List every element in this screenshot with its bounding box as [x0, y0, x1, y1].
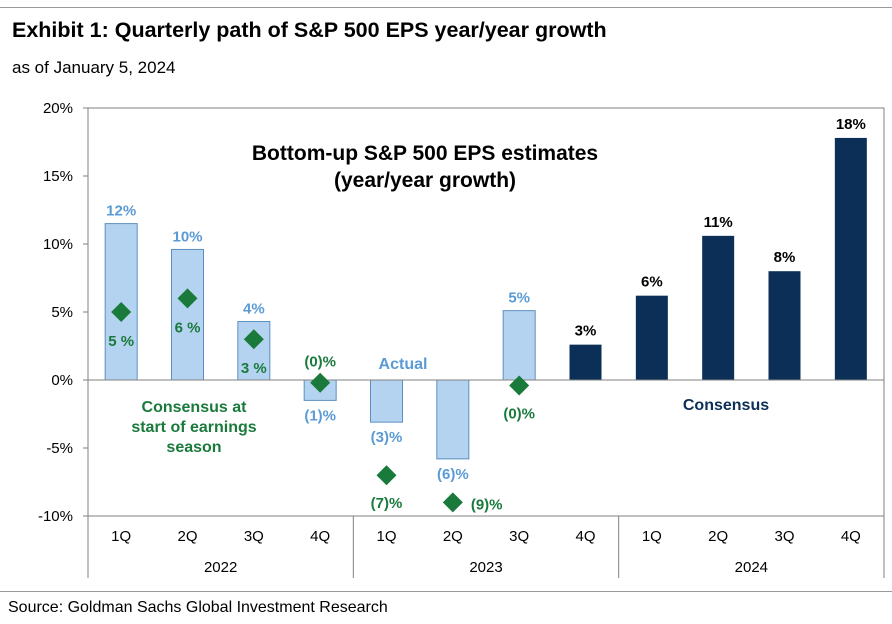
- y-tick-label: 0%: [51, 372, 73, 389]
- x-tick-label: 1Q: [376, 528, 396, 545]
- x-group-label: 2022: [204, 559, 237, 576]
- consensus-bar: [569, 344, 602, 380]
- consensus-start-annotation: Consensus at start of earnings season: [131, 399, 256, 456]
- actual-bar-label: 10%: [172, 228, 202, 245]
- consensus-bar-label: 18%: [836, 116, 866, 133]
- actual-bar-label: 5%: [508, 290, 530, 307]
- consensus-start-label: 3 %: [241, 360, 267, 377]
- consensus-start-diamond: [442, 492, 463, 513]
- x-group-label: 2023: [469, 559, 502, 576]
- consensus-start-diamond: [509, 375, 530, 396]
- consensus-start-label: 6 %: [175, 319, 201, 336]
- y-tick-label: 5%: [51, 304, 73, 321]
- consensus-start-label: (0)%: [503, 405, 535, 422]
- source-note: Source: Goldman Sachs Global Investment …: [8, 599, 388, 616]
- x-tick-label: 4Q: [841, 528, 861, 545]
- actual-bar: [370, 379, 403, 423]
- consensus-bar-label: 3%: [575, 323, 597, 340]
- x-tick-label: 3Q: [774, 528, 794, 545]
- x-tick-label: 2Q: [177, 528, 197, 545]
- x-tick-label: 3Q: [244, 528, 264, 545]
- x-tick-label: 2Q: [708, 528, 728, 545]
- actual-bar-label: (3)%: [371, 429, 403, 446]
- y-tick-label: 15%: [43, 168, 73, 185]
- y-tick-label: 20%: [43, 100, 73, 117]
- bottom-rule: [0, 591, 892, 592]
- consensus-start-diamond: [310, 372, 331, 393]
- consensus-start-label: (9)%: [471, 496, 503, 513]
- consensus-bar-label: 6%: [641, 274, 663, 291]
- x-tick-label: 3Q: [509, 528, 529, 545]
- consensus-bar: [768, 271, 801, 380]
- actual-bar-label: (6)%: [437, 466, 469, 483]
- actual-bar-label: (1)%: [304, 407, 336, 424]
- x-group-label: 2024: [735, 559, 768, 576]
- x-tick-label: 4Q: [310, 528, 330, 545]
- y-tick-label: -5%: [46, 440, 73, 457]
- actual-bar: [104, 223, 138, 381]
- y-tick-label: 10%: [43, 236, 73, 253]
- consensus-annotation: Consensus: [683, 397, 769, 414]
- consensus-start-label: (0)%: [304, 354, 336, 371]
- actual-bar: [502, 310, 536, 381]
- actual-bar: [436, 379, 470, 460]
- consensus-start-label: (7)%: [371, 495, 403, 512]
- consensus-bar: [834, 137, 867, 380]
- consensus-bar-label: 8%: [774, 249, 796, 266]
- text-line: Consensus at: [142, 399, 248, 416]
- consensus-bar-label: 11%: [704, 214, 733, 231]
- consensus-start-label: 5 %: [108, 333, 134, 350]
- actual-bar: [171, 248, 204, 381]
- consensus-bar: [635, 295, 668, 380]
- consensus-start-diamond: [177, 288, 198, 309]
- text-line: start of earnings: [131, 419, 256, 436]
- actual-annotation: Actual: [379, 356, 428, 373]
- y-tick-label: -10%: [38, 508, 73, 525]
- actual-bar-label: 12%: [106, 203, 136, 220]
- exhibit-title: Exhibit 1: Quarterly path of S&P 500 EPS…: [12, 18, 607, 42]
- consensus-start-diamond: [111, 302, 132, 322]
- text-line: (year/year growth): [334, 169, 516, 192]
- x-tick-label: 1Q: [642, 528, 662, 545]
- actual-bar-label: 4%: [243, 301, 265, 318]
- exhibit-subtitle: as of January 5, 2024: [12, 58, 176, 77]
- x-tick-label: 2Q: [443, 528, 463, 545]
- top-rule: [0, 7, 892, 8]
- consensus-start-diamond: [243, 329, 264, 350]
- consensus-start-diamond: [376, 465, 397, 486]
- x-tick-label: 1Q: [111, 528, 131, 545]
- eps-growth-chart: -10% -5% 0% 5% 10% 15% 20% 12% 10% 4% (1)% (3)% (6)…: [38, 100, 885, 578]
- chart-inner-title: Bottom-up S&P 500 EPS estimates (year/yea…: [252, 142, 598, 192]
- x-tick-label: 4Q: [575, 528, 595, 545]
- text-line: Bottom-up S&P 500 EPS estimates: [252, 142, 598, 165]
- text-line: season: [166, 439, 221, 456]
- consensus-bar: [702, 235, 735, 380]
